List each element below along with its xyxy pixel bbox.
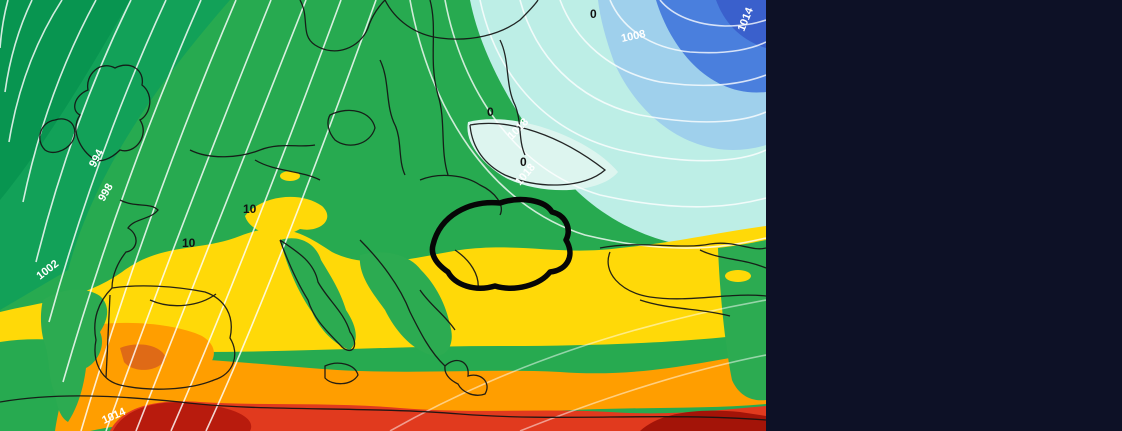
map-green-italy	[280, 238, 356, 350]
temperature-label: 10	[243, 202, 257, 216]
map-teal-core	[0, 0, 130, 200]
map-green-iberia-nw	[40, 289, 108, 422]
temperature-label: 0	[520, 155, 527, 169]
isobars-left	[0, 0, 377, 431]
coastlines-borders	[0, 0, 766, 421]
map-green-balkans	[359, 252, 452, 356]
map-red-band	[110, 401, 766, 431]
map-yellow-pocket-central	[245, 196, 328, 235]
gfs-temperature-map: 994 998 1002 1014 1008 1014 1018 1018 10…	[0, 0, 766, 431]
temperature-label: 0	[487, 105, 494, 119]
temperature-labels: 10 10 0 0 0	[182, 7, 597, 250]
map-darkred-east	[640, 410, 766, 431]
map-yellow-dot	[280, 171, 300, 181]
map-cold-darkblue	[716, 0, 766, 48]
romania-outline	[429, 196, 573, 291]
pressure-label: 1008	[620, 28, 646, 45]
temperature-label: 10	[182, 236, 196, 250]
map-darkorange-spain	[120, 344, 166, 370]
map-yellow-spot-caucasus	[725, 270, 751, 282]
temperature-label: 0	[590, 7, 597, 21]
map-cold-pocket	[467, 119, 618, 191]
